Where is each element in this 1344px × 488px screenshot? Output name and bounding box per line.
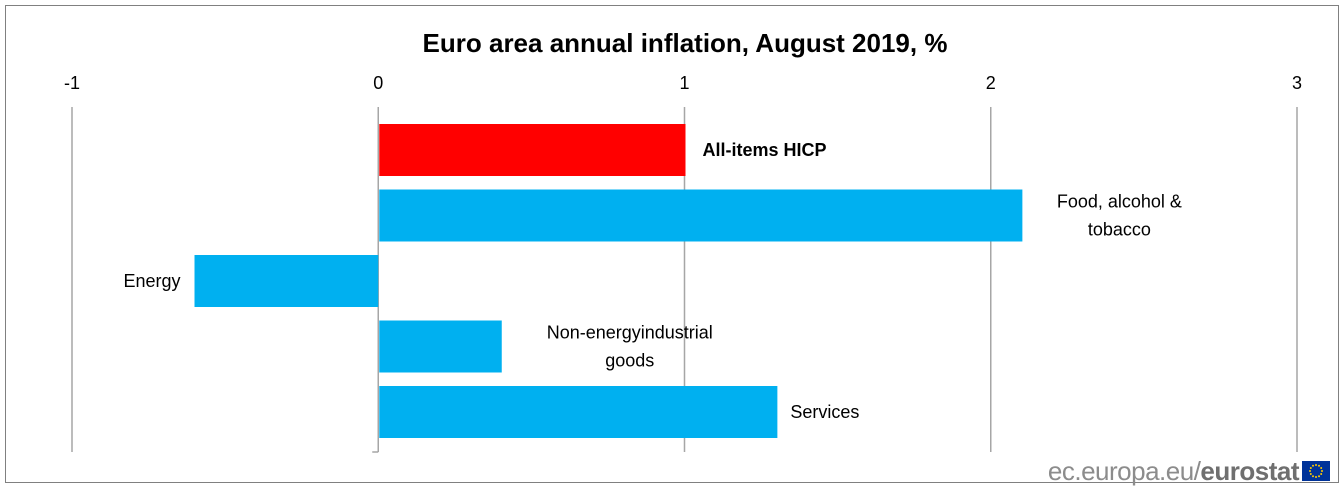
bar-label: All-items HICP	[703, 140, 827, 160]
bar-label: tobacco	[1088, 220, 1151, 240]
x-tick-label: 3	[1292, 73, 1302, 93]
bars	[194, 124, 1023, 438]
footer-site: ec.europa.eu/	[1047, 456, 1201, 486]
bar-label: Energy	[123, 271, 180, 291]
bar-food-alcohol-tobacco	[379, 189, 1023, 242]
eu-flag-icon	[1302, 461, 1330, 481]
footer-brand: eurostat	[1200, 456, 1299, 486]
bar-label: Non-energyindustrial	[547, 323, 713, 343]
x-tick-labels: -1 0 1 2 3	[64, 73, 1302, 93]
bar-labels: All-items HICP Food, alcohol & tobacco Ener…	[123, 140, 1181, 422]
chart-title: Euro area annual inflation, August 2019,…	[423, 28, 948, 58]
source-footer: ec.europa.eu/eurostat	[1048, 456, 1330, 484]
bar-label: Services	[790, 402, 859, 422]
bar-label: goods	[605, 351, 654, 371]
bar-energy	[194, 255, 379, 307]
bar-non-energy-industrial-goods	[379, 320, 502, 373]
x-tick-label: 0	[373, 73, 383, 93]
bar-services	[379, 386, 778, 438]
x-tick-label: 2	[986, 73, 996, 93]
x-tick-label: 1	[679, 73, 689, 93]
x-tick-label: -1	[64, 73, 80, 93]
bar-label: Food, alcohol &	[1057, 192, 1182, 212]
bar-all-items-hicp	[379, 124, 686, 176]
